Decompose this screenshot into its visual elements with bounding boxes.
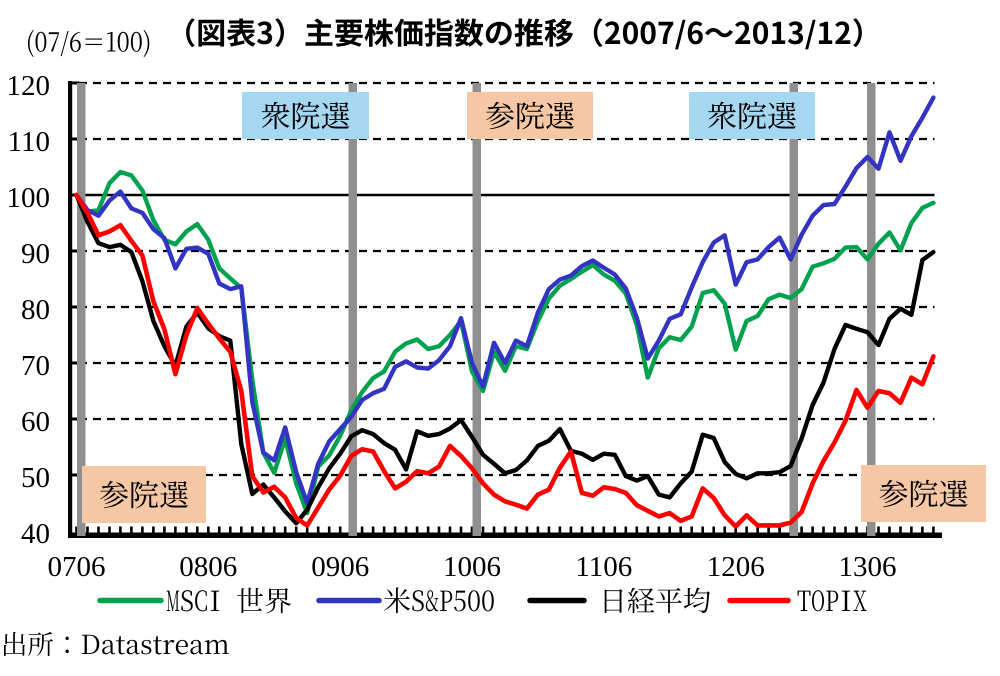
svg-text:60: 60 — [21, 406, 50, 438]
svg-text:50: 50 — [21, 462, 50, 494]
svg-text:120: 120 — [7, 70, 51, 102]
svg-text:110: 110 — [8, 126, 50, 158]
svg-text:1106: 1106 — [575, 551, 632, 583]
svg-text:0806: 0806 — [179, 551, 237, 583]
svg-text:0906: 0906 — [311, 551, 369, 583]
svg-text:0706: 0706 — [48, 551, 106, 583]
svg-text:1006: 1006 — [443, 551, 501, 583]
svg-text:70: 70 — [21, 350, 50, 382]
svg-text:1206: 1206 — [707, 551, 765, 583]
svg-text:100: 100 — [7, 182, 51, 214]
svg-text:40: 40 — [21, 518, 50, 550]
svg-text:1306: 1306 — [839, 551, 897, 583]
svg-text:90: 90 — [21, 238, 50, 270]
svg-text:80: 80 — [21, 294, 50, 326]
